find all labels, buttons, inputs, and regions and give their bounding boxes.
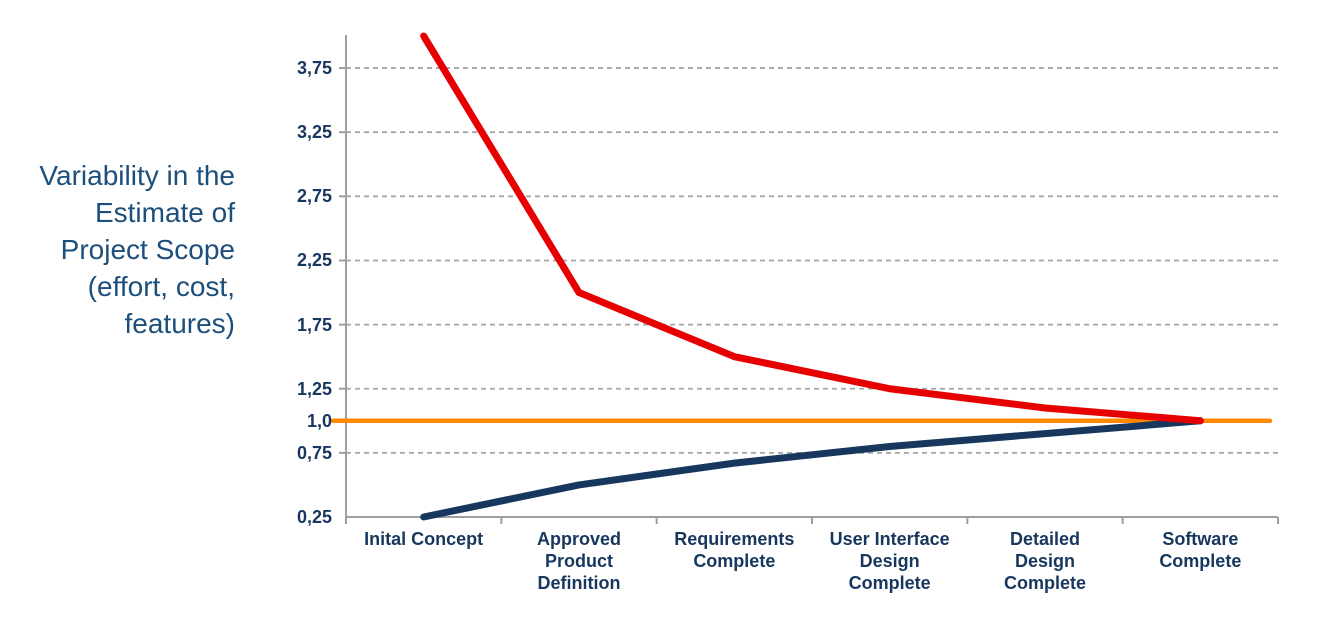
lower-estimate-line bbox=[420, 417, 1204, 521]
x-category-label: Requirements Complete bbox=[674, 529, 795, 571]
y-tick-label: 1,75 bbox=[296, 314, 332, 335]
y-tick-label: 1,25 bbox=[296, 378, 332, 399]
y-tick-label: 0,75 bbox=[296, 442, 332, 463]
x-category-label: Detailed Design Complete bbox=[1003, 529, 1086, 593]
y-tick-label: 0,25 bbox=[296, 507, 332, 527]
x-category-label: Software Complete bbox=[1159, 529, 1242, 571]
y-axis-title: Variability in the Estimate of Project S… bbox=[39, 160, 235, 339]
x-category-label: Approved Product Definition bbox=[536, 529, 621, 593]
x-category-label: Inital Concept bbox=[364, 529, 484, 549]
x-category-label: User Interface Design Complete bbox=[829, 529, 950, 593]
y-tick-label: 3,25 bbox=[296, 122, 332, 143]
y-tick-label: 3,75 bbox=[296, 58, 332, 79]
y-tick-label: 1,0 bbox=[306, 410, 332, 431]
upper-estimate-line bbox=[420, 32, 1204, 425]
y-tick-label: 2,75 bbox=[296, 186, 332, 207]
y-tick-label: 2,25 bbox=[296, 250, 332, 271]
